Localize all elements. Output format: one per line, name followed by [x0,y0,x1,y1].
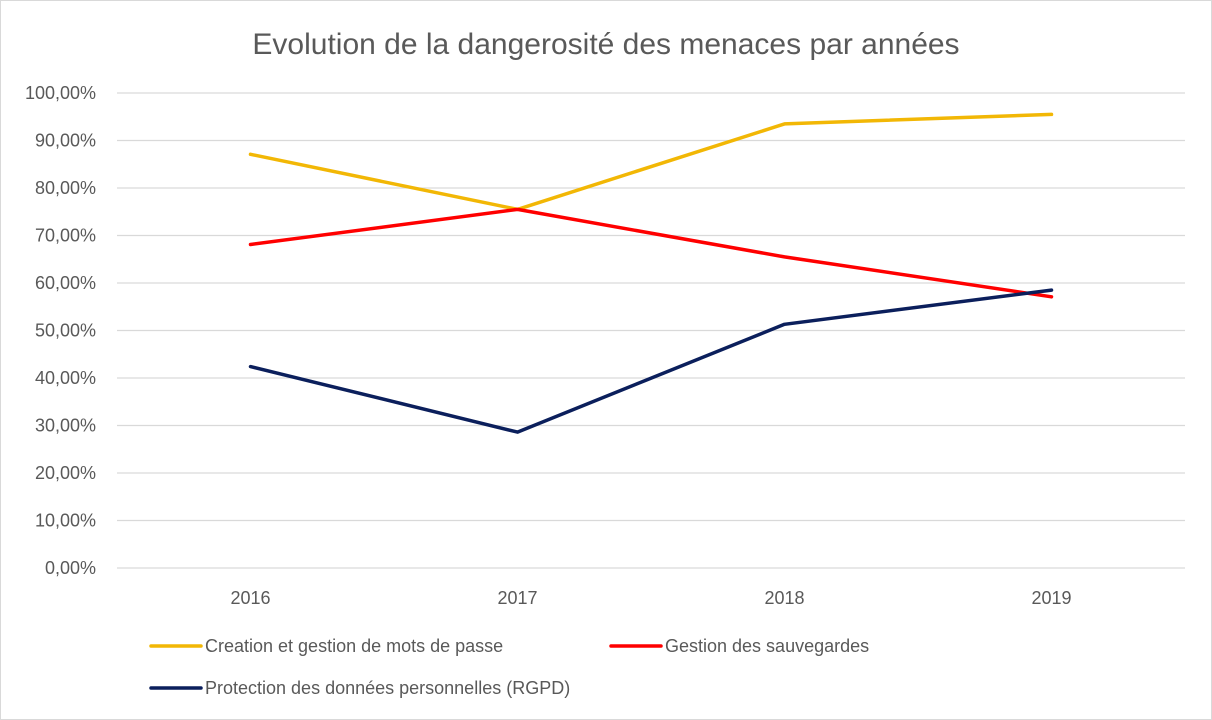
x-axis-ticks: 2016 2017 2018 2019 [230,588,1071,608]
series-lines [248,112,1054,434]
y-tick-label: 100,00% [25,83,96,103]
x-tick-label: 2017 [497,588,537,608]
y-tick-label: 0,00% [45,558,96,578]
y-tick-label: 30,00% [35,416,96,436]
chart-title: Evolution de la dangerosité des menaces … [252,28,959,61]
y-tick-label: 10,00% [35,511,96,531]
y-tick-label: 50,00% [35,321,96,341]
legend-label: Gestion des sauvegardes [665,636,869,656]
legend-label: Creation et gestion de mots de passe [205,636,503,656]
y-tick-label: 80,00% [35,178,96,198]
grid-lines [117,92,1185,569]
legend-label: Protection des données personnelles (RGP… [205,678,570,698]
x-tick-label: 2016 [230,588,270,608]
series-line-2 [248,207,1054,299]
series-line-3 [248,288,1054,434]
x-tick-label: 2018 [764,588,804,608]
y-tick-label: 90,00% [35,131,96,151]
legend: Creation et gestion de mots de passe Gest… [149,636,869,698]
x-tick-label: 2019 [1031,588,1071,608]
y-axis-ticks: 0,00% 10,00% 20,00% 30,00% 40,00% 50,00% 60,00… [25,83,96,578]
y-tick-label: 40,00% [35,368,96,388]
y-tick-label: 70,00% [35,226,96,246]
y-tick-label: 60,00% [35,273,96,293]
y-tick-label: 20,00% [35,463,96,483]
series-line-1 [248,112,1054,212]
